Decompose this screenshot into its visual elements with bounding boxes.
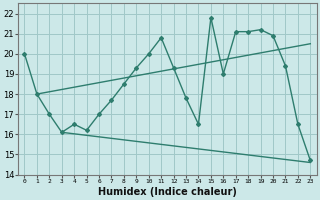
X-axis label: Humidex (Indice chaleur): Humidex (Indice chaleur) <box>98 187 237 197</box>
